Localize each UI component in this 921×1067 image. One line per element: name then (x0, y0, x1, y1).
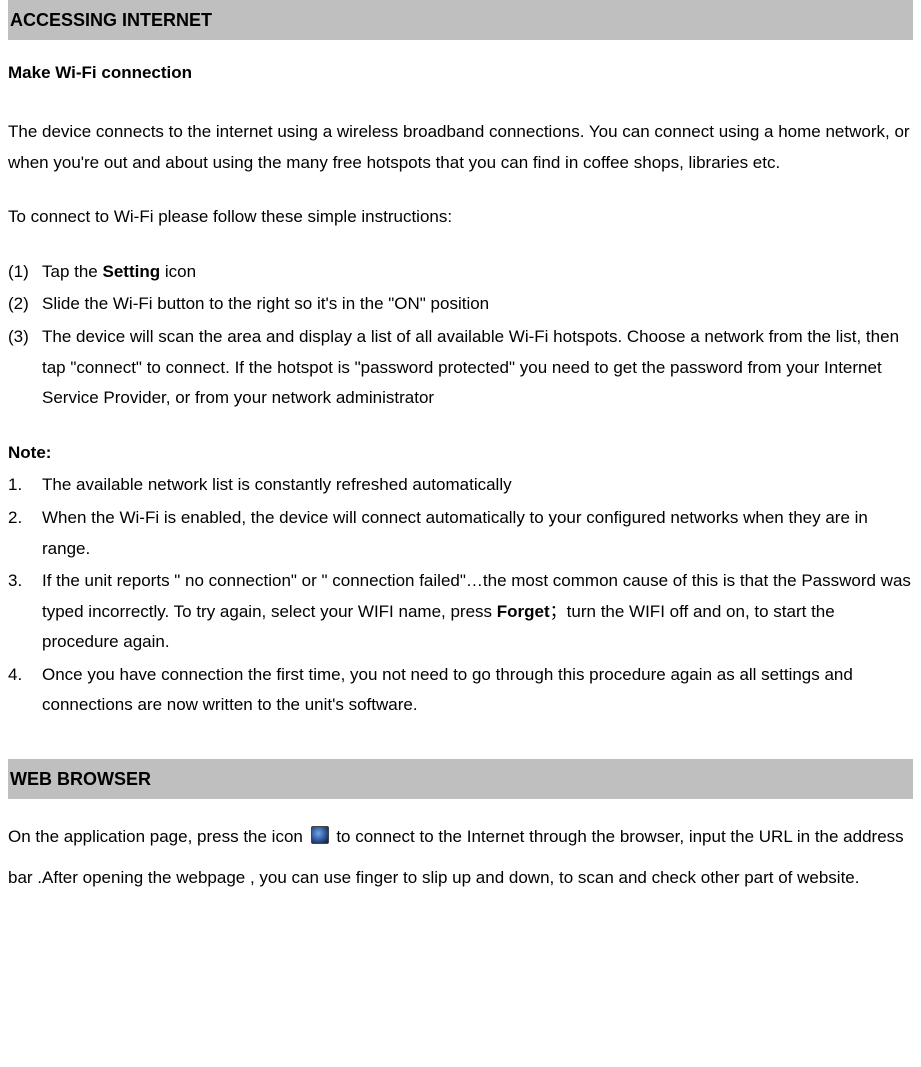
note-number: 1. (8, 470, 42, 501)
step-number: (2) (8, 289, 42, 320)
note-text: The available network list is constantly… (42, 470, 913, 501)
step-pre: Tap the (42, 262, 103, 281)
note-label: Note: (8, 438, 913, 469)
note-item: 1. The available network list is constan… (8, 470, 913, 501)
browser-globe-icon (311, 826, 329, 844)
browser-paragraph: On the application page, press the icon … (8, 817, 913, 899)
section-header-accessing-internet: ACCESSING INTERNET (8, 0, 913, 40)
note-number: 2. (8, 503, 42, 564)
notes-list: 1. The available network list is constan… (8, 470, 913, 721)
instructions-lead: To connect to Wi-Fi please follow these … (8, 202, 913, 233)
note-text: When the Wi-Fi is enabled, the device wi… (42, 503, 913, 564)
note-number: 4. (8, 660, 42, 721)
step-text: Tap the Setting icon (42, 257, 913, 288)
step-post: icon (160, 262, 196, 281)
step-text: Slide the Wi-Fi button to the right so i… (42, 289, 913, 320)
note-text: If the unit reports " no connection" or … (42, 566, 913, 658)
step-item: (3) The device will scan the area and di… (8, 322, 913, 414)
note-item: 3. If the unit reports " no connection" … (8, 566, 913, 658)
steps-list: (1) Tap the Setting icon (2) Slide the W… (8, 257, 913, 414)
step-item: (2) Slide the Wi-Fi button to the right … (8, 289, 913, 320)
intro-paragraph: The device connects to the internet usin… (8, 117, 913, 178)
step-item: (1) Tap the Setting icon (8, 257, 913, 288)
step-text: The device will scan the area and displa… (42, 322, 913, 414)
note-number: 3. (8, 566, 42, 658)
step-number: (1) (8, 257, 42, 288)
note-item: 2. When the Wi-Fi is enabled, the device… (8, 503, 913, 564)
subheading-wifi: Make Wi-Fi connection (8, 58, 913, 89)
section-header-web-browser: WEB BROWSER (8, 759, 913, 799)
note-item: 4. Once you have connection the first ti… (8, 660, 913, 721)
step-number: (3) (8, 322, 42, 414)
step-bold: Setting (103, 262, 161, 281)
note-bold: Forget (497, 602, 550, 621)
note-text: Once you have connection the first time,… (42, 660, 913, 721)
browser-para-pre: On the application page, press the icon (8, 827, 308, 846)
